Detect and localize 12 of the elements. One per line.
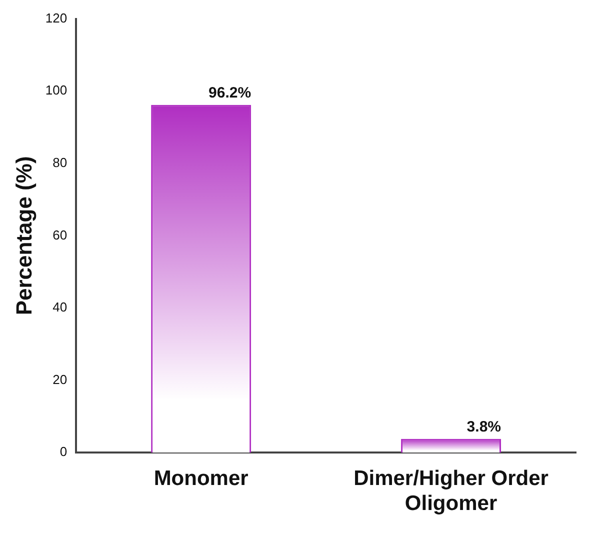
y-tick-label: 60 <box>52 227 68 242</box>
y-tick-label: 0 <box>60 444 68 460</box>
y-tick-label: 120 <box>45 10 68 26</box>
y-tick-label: 80 <box>52 154 68 170</box>
y-tick-label: 100 <box>45 82 68 98</box>
y-axis-title: Percentage (%) <box>11 156 36 316</box>
data-label: 96.2% <box>208 84 252 102</box>
x-tick-label: Dimer/Higher Order Oligomer <box>354 466 548 516</box>
y-tick-label: 20 <box>52 372 68 387</box>
y-tick-label: 40 <box>52 300 68 315</box>
x-tick-label: Monomer <box>154 466 248 490</box>
data-label: 3.8% <box>466 418 502 436</box>
